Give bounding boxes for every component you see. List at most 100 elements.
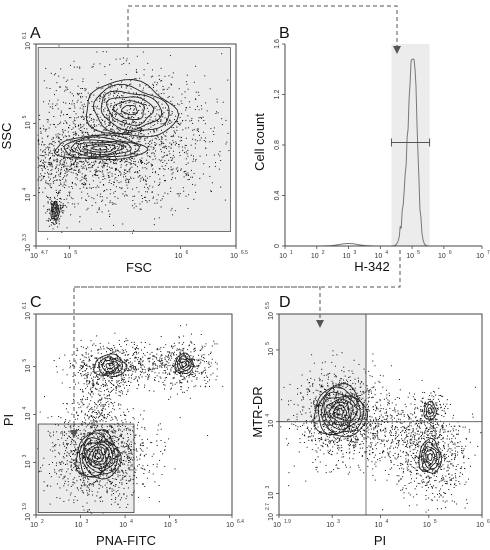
event-dot: [69, 193, 70, 195]
event-dot: [45, 161, 47, 163]
event-dot: [117, 92, 119, 94]
event-dot: [114, 85, 116, 87]
event-dot: [198, 358, 200, 360]
event-dot: [71, 461, 73, 463]
event-dot: [100, 466, 102, 468]
event-dot: [75, 442, 77, 444]
event-dot: [137, 117, 139, 119]
event-dot: [80, 399, 82, 401]
event-dot: [192, 123, 194, 124]
event-dot: [83, 395, 84, 397]
event-dot: [68, 146, 70, 148]
event-dot: [83, 182, 85, 184]
event-dot: [81, 161, 83, 163]
event-dot: [141, 128, 143, 129]
event-dot: [113, 345, 115, 346]
event-dot: [84, 377, 86, 379]
event-dot: [181, 140, 183, 141]
event-dot: [96, 357, 98, 359]
event-dot: [157, 121, 159, 122]
event-dot: [128, 369, 130, 371]
event-dot: [121, 81, 123, 83]
event-dot: [113, 366, 115, 368]
event-dot: [194, 139, 196, 141]
event-dot: [100, 448, 102, 450]
event-dot: [66, 87, 68, 89]
event-dot: [98, 448, 100, 450]
event-dot: [102, 404, 104, 406]
event-dot: [83, 184, 84, 185]
event-dot: [101, 397, 103, 399]
event-dot: [128, 158, 130, 160]
event-dot: [151, 120, 153, 122]
event-dot: [123, 379, 125, 381]
event-dot: [187, 88, 189, 90]
event-dot: [82, 491, 84, 493]
event-dot: [97, 491, 99, 493]
event-dot: [119, 429, 121, 431]
event-dot: [96, 358, 97, 360]
event-dot: [107, 479, 109, 481]
event-dot: [92, 155, 94, 157]
event-dot: [80, 401, 82, 403]
event-dot: [83, 457, 84, 459]
event-dot: [172, 134, 174, 136]
event-dot: [91, 439, 93, 441]
event-dot: [106, 470, 108, 472]
event-dot: [176, 354, 178, 356]
event-dot: [120, 445, 122, 447]
event-dot: [88, 383, 90, 385]
event-dot: [52, 123, 54, 125]
event-dot: [84, 356, 86, 358]
event-dot: [61, 382, 63, 384]
event-dot: [121, 125, 123, 127]
panel-letter-b: B: [279, 25, 290, 42]
event-dot: [56, 483, 58, 485]
event-dot: [80, 368, 82, 370]
event-dot: [145, 137, 147, 139]
event-dot: [93, 461, 95, 463]
event-dot: [152, 367, 154, 369]
event-dot: [93, 121, 95, 123]
event-dot: [106, 489, 108, 491]
event-dot: [195, 91, 197, 93]
event-dot: [109, 64, 111, 66]
event-dot: [128, 374, 129, 376]
event-dot: [83, 186, 85, 188]
event-dot: [73, 95, 74, 97]
event-dot: [101, 119, 103, 121]
event-dot: [100, 413, 102, 415]
event-dot: [100, 160, 102, 162]
event-dot: [66, 198, 68, 200]
event-dot: [121, 433, 123, 435]
event-dot: [100, 497, 102, 498]
event-dot: [63, 457, 65, 459]
event-dot: [99, 420, 101, 422]
event-dot: [147, 368, 149, 370]
event-dot: [119, 391, 121, 393]
event-dot: [140, 102, 142, 104]
contour-ring: [100, 90, 163, 131]
x-ticks-c: 10 2 10 3 10 4 10 5 10 6.4: [30, 515, 244, 529]
event-dot: [129, 361, 131, 363]
event-dot: [187, 162, 189, 164]
event-dot: [44, 149, 46, 151]
event-dot: [152, 148, 154, 150]
event-dot: [156, 440, 158, 442]
event-dot: [150, 163, 152, 165]
event-dot: [55, 90, 57, 92]
event-dot: [129, 480, 131, 482]
event-dot: [180, 100, 182, 102]
event-dot: [135, 434, 137, 436]
event-dot: [48, 197, 50, 199]
event-dot: [176, 121, 178, 123]
event-dot: [83, 473, 84, 475]
event-dot: [113, 134, 115, 136]
event-dot: [168, 351, 170, 353]
event-dot: [62, 129, 64, 130]
event-dot: [132, 364, 134, 366]
event-dot: [68, 107, 70, 109]
event-dot: [115, 497, 117, 499]
event-dot: [118, 470, 120, 472]
event-dot: [74, 107, 76, 109]
